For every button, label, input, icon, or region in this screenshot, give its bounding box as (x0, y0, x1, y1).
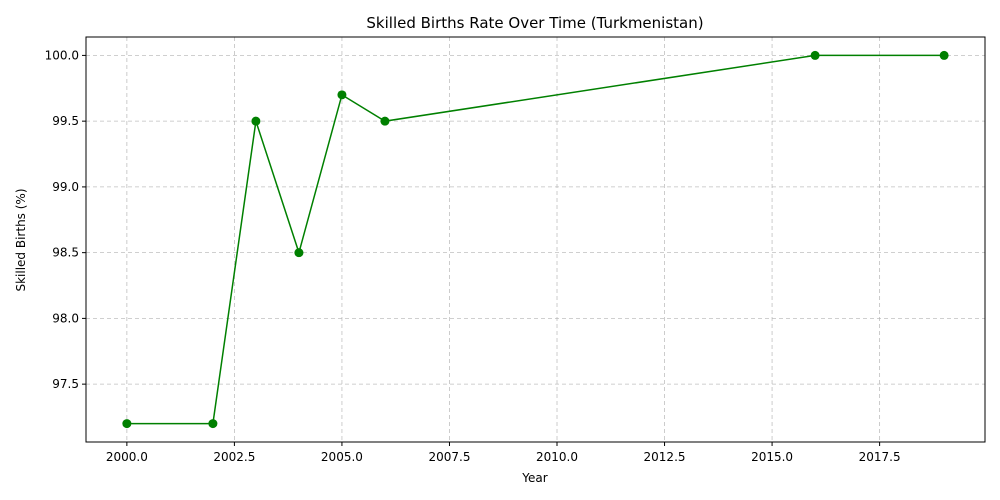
x-axis-label: Year (521, 471, 547, 485)
y-tick-label: 97.5 (52, 377, 79, 391)
data-point (337, 90, 347, 100)
series-line (126, 54, 945, 425)
y-tick-label: 98.0 (52, 311, 79, 325)
data-point (251, 116, 261, 126)
x-tick-label: 2005.0 (321, 450, 363, 464)
x-tick-label: 2015.0 (751, 450, 793, 464)
series-group (122, 50, 949, 429)
data-point (939, 50, 949, 60)
x-tick-label: 2002.5 (213, 450, 255, 464)
x-tick-label: 2012.5 (644, 450, 686, 464)
x-tick-label: 2017.5 (859, 450, 901, 464)
y-tick-label: 99.5 (52, 114, 79, 128)
x-tick-label: 2007.5 (428, 450, 470, 464)
data-point (294, 248, 304, 258)
x-tick-label: 2000.0 (106, 450, 148, 464)
y-tick-label: 99.0 (52, 180, 79, 194)
y-axis: 97.5 98.0 98.5 99.0 99.5 100.0 (45, 48, 86, 391)
data-point (208, 419, 218, 429)
data-point (810, 50, 820, 60)
data-point (380, 116, 390, 126)
y-axis-label: Skilled Births (%) (14, 188, 28, 291)
plot-frame (85, 36, 986, 443)
x-tick-label: 2010.0 (536, 450, 578, 464)
data-point (122, 419, 132, 429)
y-tick-label: 98.5 (52, 246, 79, 260)
chart-title: Skilled Births Rate Over Time (Turkmenis… (366, 14, 703, 32)
y-tick-label: 100.0 (45, 48, 79, 62)
x-axis: 2000.0 2002.5 2005.0 2007.5 2010.0 2012.5 2015… (106, 442, 901, 464)
